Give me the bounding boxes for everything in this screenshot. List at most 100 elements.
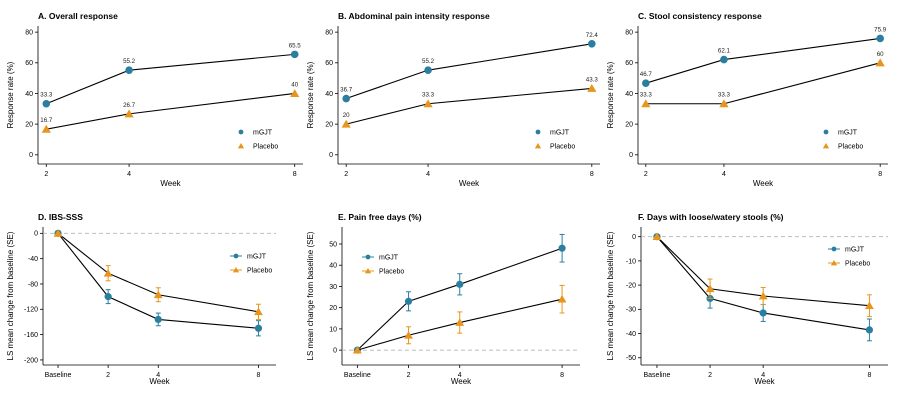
x-tick-label: Baseline — [644, 372, 671, 379]
y-tick-label: 20 — [625, 122, 633, 129]
legend-marker — [535, 129, 541, 135]
y-tick-label: 10 — [329, 326, 337, 333]
data-point — [254, 307, 263, 316]
panel-f: F. Days with loose/watery stools (%) 0 -10… — [606, 212, 888, 386]
legend-label: mGJT — [845, 247, 865, 254]
panel-title: A. Overall response — [38, 11, 118, 21]
series-mgjt — [653, 233, 874, 342]
legend-marker — [233, 253, 239, 259]
x-tick-label: 4 — [156, 372, 160, 379]
panel-c: C. Stool consistency response 0 20 40 60 80 2 4… — [606, 11, 888, 188]
data-label: 16.7 — [40, 117, 53, 124]
data-point — [719, 99, 729, 108]
legend-marker — [831, 246, 837, 252]
x-axis-label: Week — [451, 377, 472, 386]
y-tick-label: 0 — [629, 152, 633, 159]
data-point — [125, 66, 133, 74]
x-tick-label: 2 — [644, 171, 648, 178]
y-tick-label: -30 — [626, 307, 636, 314]
series-line — [46, 53, 295, 105]
data-point — [876, 34, 884, 43]
legend-marker — [830, 260, 838, 266]
series-line — [356, 247, 563, 351]
data-point — [705, 284, 715, 293]
y-tick-label: 20 — [25, 122, 33, 129]
panel-title: D. IBS-SSS — [38, 212, 83, 222]
panel-title: B. Abdominal pain intensity response — [338, 11, 490, 21]
data-point — [864, 301, 874, 310]
y-tick-label: 30 — [329, 284, 337, 291]
y-tick-label: -40 — [28, 256, 38, 263]
series-line — [346, 43, 592, 100]
legend-label: Placebo — [247, 268, 272, 275]
x-axis-label: Week — [160, 179, 181, 188]
y-tick-label: 80 — [25, 30, 33, 37]
x-tick-label: 2 — [106, 372, 110, 379]
data-point — [587, 84, 597, 92]
data-point — [254, 324, 263, 332]
data-point — [652, 232, 662, 241]
x-tick-label: 2 — [708, 372, 712, 379]
y-tick-label: 60 — [325, 60, 333, 67]
x-tick-label: 8 — [257, 372, 261, 379]
legend-label: Placebo — [550, 144, 575, 151]
legend-label: mGJT — [247, 254, 267, 261]
series-placebo: 16.7 26.7 40 — [40, 81, 300, 133]
y-tick-label: 40 — [625, 91, 633, 98]
data-point — [104, 293, 112, 301]
series-placebo: 33.3 33.3 60 — [640, 51, 885, 108]
data-label: 62.1 — [718, 48, 731, 55]
panel-b: B. Abdominal pain intensity response 0 20 4… — [306, 11, 600, 188]
y-tick-label: 0 — [333, 348, 337, 355]
data-point — [758, 291, 768, 300]
panel-a: A. Overall response 0 20 40 60 80 2 4 8 Week Respo… — [6, 11, 303, 188]
data-label: 65.5 — [289, 42, 302, 49]
y-tick-label: -20 — [626, 283, 636, 290]
y-axis-label: Response rate (%) — [6, 61, 15, 128]
legend-label: Placebo — [845, 261, 870, 268]
y-tick-label: 20 — [325, 122, 333, 129]
y-axis-label: LS mean change from baseline (SE) — [6, 231, 15, 360]
x-tick-label: Baseline — [45, 372, 72, 379]
y-tick-label: -40 — [626, 331, 636, 338]
series-placebo — [652, 232, 874, 318]
data-point — [456, 280, 464, 288]
data-label: 72.4 — [586, 32, 599, 39]
series-line — [656, 236, 870, 307]
legend-label: Placebo — [838, 144, 863, 151]
x-tick-label: 8 — [878, 171, 882, 178]
x-tick-label: 2 — [407, 372, 411, 379]
y-tick-label: 80 — [325, 30, 333, 37]
y-tick-label: 80 — [625, 30, 633, 37]
y-tick-label: 0 — [29, 152, 33, 159]
data-point — [342, 94, 350, 103]
data-label: 20 — [343, 112, 350, 119]
data-point — [154, 315, 162, 324]
x-tick-label: 4 — [458, 372, 462, 379]
data-point — [423, 99, 433, 108]
y-tick-label: 40 — [325, 91, 333, 98]
data-point — [424, 66, 432, 74]
y-tick-label: 60 — [625, 60, 633, 67]
data-label: 40 — [291, 81, 298, 88]
legend-marker — [364, 268, 372, 274]
data-point — [290, 89, 300, 97]
y-tick-label: 0 — [329, 152, 333, 159]
legend-marker — [534, 143, 542, 149]
panel-title: E. Pain free days (%) — [338, 212, 422, 222]
y-axis-label: LS mean change from baseline (SE) — [606, 231, 615, 360]
y-tick-label: 0 — [34, 231, 38, 238]
data-label: 75.9 — [874, 26, 887, 33]
legend: mGJT Placebo — [230, 254, 272, 275]
data-label: 36.7 — [340, 87, 353, 94]
x-tick-label: 2 — [44, 171, 48, 178]
data-point — [875, 58, 885, 67]
data-point — [558, 244, 566, 252]
legend-marker — [823, 129, 829, 135]
legend: mGJT Placebo — [534, 129, 575, 151]
legend-label: mGJT — [253, 130, 273, 137]
panel-title: F. Days with loose/watery stools (%) — [638, 212, 784, 222]
data-point — [720, 55, 728, 64]
x-tick-label: 8 — [590, 171, 594, 178]
